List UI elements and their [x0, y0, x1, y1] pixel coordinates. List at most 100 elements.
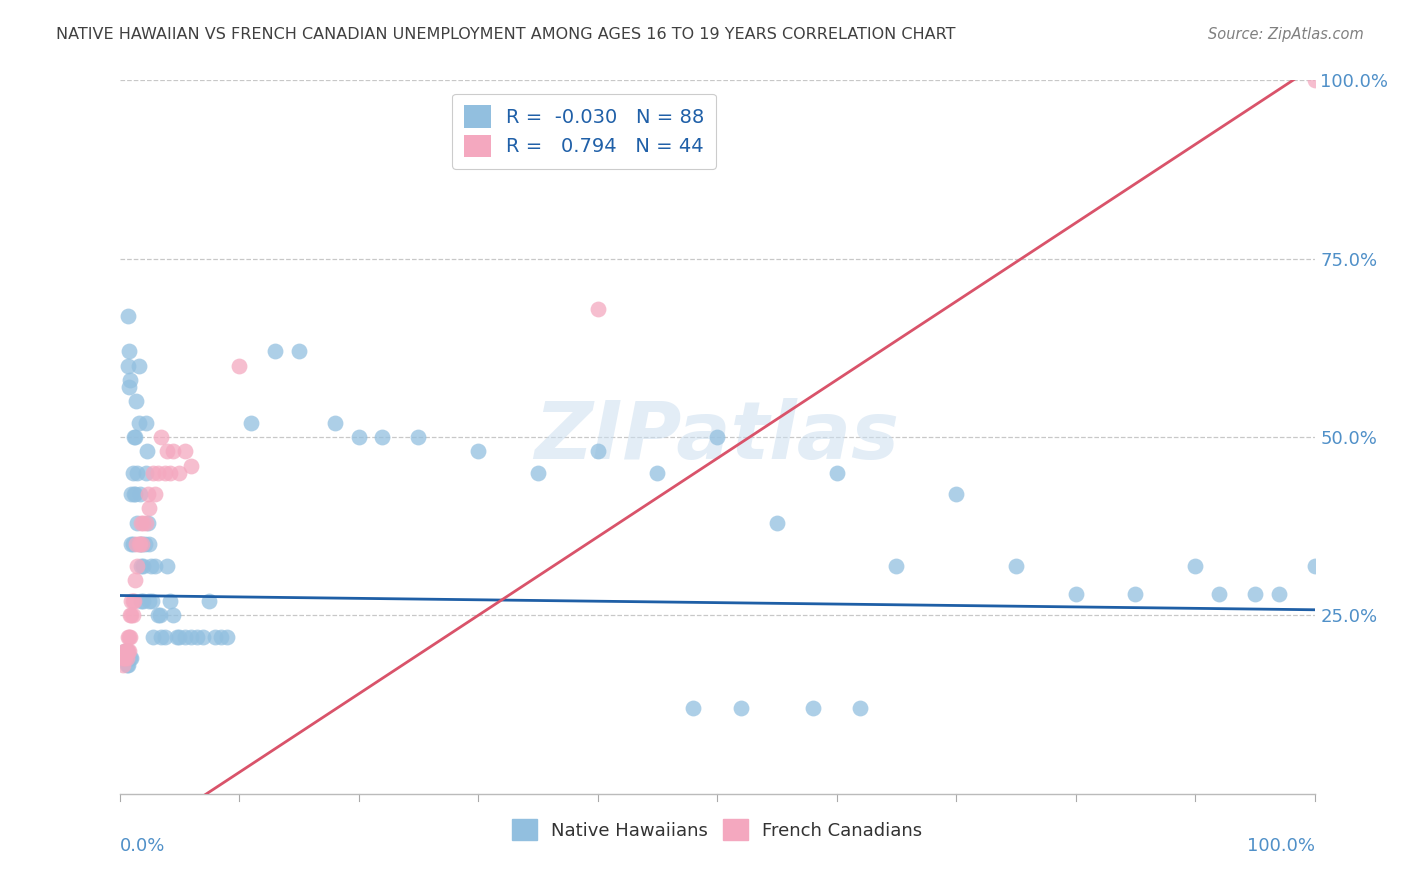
- Point: [142, 466, 165, 480]
- Text: NATIVE HAWAIIAN VS FRENCH CANADIAN UNEMPLOYMENT AMONG AGES 16 TO 19 YEARS CORREL: NATIVE HAWAIIAN VS FRENCH CANADIAN UNEMP…: [56, 27, 956, 42]
- Point: [127, 466, 149, 480]
- Point: [121, 594, 143, 608]
- Point: [118, 630, 141, 644]
- Point: [118, 644, 141, 658]
- Point: [586, 301, 609, 316]
- Point: [169, 466, 191, 480]
- Point: [127, 558, 149, 573]
- Legend: Native Hawaiians, French Canadians: Native Hawaiians, French Canadians: [502, 810, 932, 849]
- Point: [114, 644, 136, 658]
- Text: 100.0%: 100.0%: [1247, 837, 1315, 855]
- Point: [122, 430, 145, 444]
- Point: [122, 487, 145, 501]
- Point: [112, 644, 135, 658]
- Point: [149, 608, 172, 623]
- Point: [347, 430, 370, 444]
- Point: [128, 487, 150, 501]
- Point: [1268, 587, 1291, 601]
- Point: [131, 537, 153, 551]
- Point: [647, 466, 669, 480]
- Point: [122, 594, 145, 608]
- Point: [209, 630, 232, 644]
- Point: [136, 487, 159, 501]
- Point: [117, 630, 139, 644]
- Point: [1184, 558, 1206, 573]
- Point: [135, 516, 157, 530]
- Point: [228, 359, 250, 373]
- Point: [239, 416, 263, 430]
- Point: [153, 630, 176, 644]
- Point: [131, 537, 153, 551]
- Point: [288, 344, 311, 359]
- Point: [115, 644, 138, 658]
- Point: [166, 630, 188, 644]
- Point: [1303, 558, 1326, 573]
- Point: [121, 537, 143, 551]
- Point: [121, 487, 143, 501]
- Point: [217, 630, 239, 644]
- Point: [204, 630, 226, 644]
- Point: [1064, 587, 1087, 601]
- Point: [136, 516, 159, 530]
- Point: [138, 537, 160, 551]
- Point: [121, 466, 143, 480]
- Point: [128, 537, 150, 551]
- Point: [1244, 587, 1267, 601]
- Point: [174, 444, 197, 458]
- Point: [1004, 558, 1026, 573]
- Point: [124, 430, 146, 444]
- Point: [117, 658, 139, 673]
- Point: [124, 573, 146, 587]
- Point: [153, 466, 176, 480]
- Point: [169, 630, 191, 644]
- Point: [117, 644, 139, 658]
- Point: [150, 630, 173, 644]
- Point: [120, 651, 142, 665]
- Point: [112, 651, 135, 665]
- Point: [766, 516, 789, 530]
- Text: 0.0%: 0.0%: [120, 837, 165, 855]
- Point: [264, 344, 287, 359]
- Point: [186, 630, 208, 644]
- Point: [125, 537, 148, 551]
- Point: [527, 466, 550, 480]
- Point: [114, 651, 136, 665]
- Point: [128, 359, 150, 373]
- Point: [825, 466, 848, 480]
- Text: Source: ZipAtlas.com: Source: ZipAtlas.com: [1208, 27, 1364, 42]
- Point: [682, 701, 704, 715]
- Point: [127, 516, 149, 530]
- Point: [1208, 587, 1230, 601]
- Point: [135, 416, 157, 430]
- Point: [128, 416, 150, 430]
- Point: [139, 558, 162, 573]
- Point: [156, 444, 179, 458]
- Point: [124, 487, 146, 501]
- Text: ZIPatlas: ZIPatlas: [534, 398, 900, 476]
- Point: [371, 430, 394, 444]
- Point: [146, 608, 169, 623]
- Point: [128, 537, 150, 551]
- Point: [150, 430, 173, 444]
- Point: [121, 537, 143, 551]
- Point: [114, 644, 136, 658]
- Point: [117, 359, 139, 373]
- Point: [115, 651, 138, 665]
- Point: [156, 558, 179, 573]
- Point: [129, 516, 152, 530]
- Point: [198, 594, 221, 608]
- Point: [135, 466, 157, 480]
- Point: [120, 373, 142, 387]
- Point: [408, 430, 430, 444]
- Point: [145, 558, 166, 573]
- Point: [142, 630, 165, 644]
- Point: [138, 501, 160, 516]
- Point: [136, 444, 159, 458]
- Point: [128, 537, 150, 551]
- Point: [801, 701, 824, 715]
- Point: [114, 651, 136, 665]
- Point: [141, 594, 163, 608]
- Point: [180, 458, 202, 473]
- Point: [129, 594, 152, 608]
- Point: [117, 309, 139, 323]
